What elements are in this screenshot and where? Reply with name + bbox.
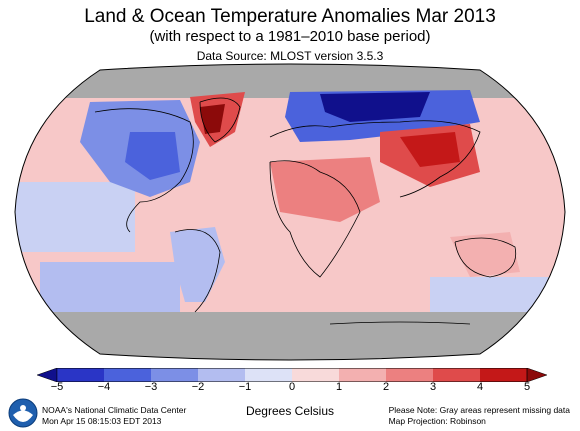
greenland-hot-core <box>200 104 225 134</box>
colorbar-cell <box>151 368 199 382</box>
temperature-anomaly-map <box>14 63 566 361</box>
colorbar-tick-label: −3 <box>144 381 158 393</box>
footer-note: Please Note: Gray areas represent missin… <box>389 405 570 427</box>
colorbar-tick-label: 5 <box>523 381 531 393</box>
south-indian-cool-region <box>430 277 550 312</box>
coastlines <box>94 97 517 325</box>
colorbar-left-arrow <box>37 368 58 382</box>
projection-note: Map Projection: Robinson <box>388 416 486 426</box>
colorbar-right-arrow <box>526 368 547 382</box>
colorbar-cell <box>57 368 105 382</box>
colorbar-tick-label: 3 <box>429 381 437 393</box>
colorbar-cell <box>104 368 152 382</box>
central-asia-hot-core <box>400 132 460 167</box>
colorbar-outline <box>56 368 528 382</box>
colorbar-tick-label: 1 <box>335 381 343 393</box>
australia-region <box>450 232 520 277</box>
colorbar-cell <box>198 368 246 382</box>
colorbar-tick-label: 0 <box>288 381 296 393</box>
missing-data-note: Please Note: Gray areas represent missin… <box>388 405 570 415</box>
page-subtitle: (with respect to a 1981–2010 base period… <box>149 28 431 45</box>
colorbar <box>37 368 547 382</box>
units-label: Degrees Celsius <box>245 404 335 418</box>
colorbar-tick-label: −4 <box>97 381 111 393</box>
colorbar-tick-label: −5 <box>50 381 64 393</box>
colorbar-tick-label: 2 <box>382 381 390 393</box>
colorbar-cell <box>386 368 434 382</box>
south-pacific-cool-region <box>40 262 180 312</box>
data-source: Data Source: MLOST version 3.5.3 <box>196 49 384 63</box>
page-title: Land & Ocean Temperature Anomalies Mar 2… <box>84 6 496 27</box>
north-africa-warm-region <box>270 157 380 222</box>
antarctica-missing-area <box>15 312 565 360</box>
colorbar-cell <box>339 368 387 382</box>
north-america-core-cold <box>125 132 180 180</box>
colorbar-tick-label: −2 <box>191 381 205 393</box>
colorbar-cell <box>480 368 528 382</box>
colorbar-tick-label: 4 <box>476 381 484 393</box>
noaa-logo-icon <box>8 398 38 428</box>
footer-organization: NOAA's National Climatic Data Center Mon… <box>42 405 186 427</box>
south-america-cool-region <box>170 227 225 302</box>
globe-outline <box>14 63 566 361</box>
colorbar-cell <box>433 368 481 382</box>
colorbar-tick-label: −1 <box>238 381 252 393</box>
org-name: NOAA's National Climatic Data Center <box>42 405 187 415</box>
pacific-cool-region <box>15 182 135 252</box>
russia-core-cold <box>320 92 430 122</box>
timestamp: Mon Apr 15 08:15:03 EDT 2013 <box>42 416 162 426</box>
colorbar-cell <box>292 368 340 382</box>
colorbar-cell <box>245 368 293 382</box>
